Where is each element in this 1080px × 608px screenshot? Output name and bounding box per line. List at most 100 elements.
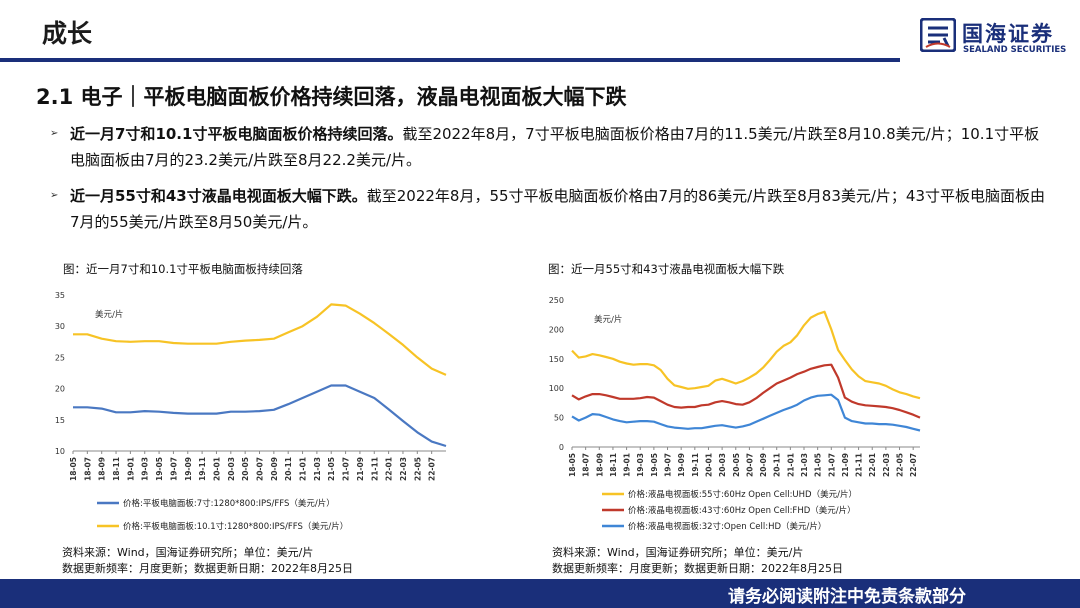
logo-english-text: SEALAND SECURITIES xyxy=(963,45,1067,55)
x-tick-label: 22-07 xyxy=(428,457,437,481)
x-tick-label: 22-03 xyxy=(882,453,891,477)
x-tick-label: 20-05 xyxy=(732,453,741,477)
x-tick-label: 20-09 xyxy=(759,453,768,477)
x-tick-label: 21-03 xyxy=(800,453,809,477)
x-tick-label: 21-11 xyxy=(370,457,379,481)
y-tick-label: 20 xyxy=(55,385,65,394)
y-tick-label: 150 xyxy=(549,355,564,364)
x-tick-label: 18-09 xyxy=(98,457,107,481)
x-tick-label: 22-05 xyxy=(896,453,905,477)
x-tick-label: 20-11 xyxy=(284,457,293,481)
x-tick-label: 19-03 xyxy=(141,457,150,481)
x-tick-label: 18-05 xyxy=(69,457,78,481)
x-tick-label: 20-07 xyxy=(745,453,754,477)
x-tick-label: 22-01 xyxy=(868,453,877,477)
bullet-arrow-icon: ➢ xyxy=(50,190,59,201)
legend-label-1: 价格:液晶电视面板:55寸:60Hz Open Cell:UHD（美元/片） xyxy=(628,489,857,500)
unit-label: 美元/片 xyxy=(95,309,123,320)
x-tick-label: 22-05 xyxy=(413,457,422,481)
page-title: 成长 xyxy=(42,19,93,48)
series-line-3 xyxy=(571,393,921,432)
logo-chinese-text: 国海证券 xyxy=(962,22,1054,46)
x-tick-label: 21-05 xyxy=(814,453,823,477)
y-tick-label: 15 xyxy=(55,416,65,425)
x-tick-label: 20-03 xyxy=(718,453,727,477)
footer-bar xyxy=(0,579,1080,608)
left-chart-caption: 图：近一月7寸和10.1寸平板电脑面板持续回落 xyxy=(63,262,303,276)
legend-label-2: 价格:液晶电视面板:43寸:60Hz Open Cell:FHD（美元/片） xyxy=(628,505,856,516)
tv-panel-price-chart: 0 50 100 150 200 250 18-05 18-07 18-09 18-11 19-01… xyxy=(549,296,921,532)
right-source-note: 资料来源：Wind，国海证券研究所；单位：美元/片 xyxy=(552,546,804,559)
header-divider xyxy=(0,58,900,62)
bullet-text: 近一月7寸和10.1寸平板电脑面板价格持续回落。截至2022年8月，7寸平板电脑… xyxy=(70,121,1045,173)
x-tick-label: 21-05 xyxy=(327,457,336,481)
bullet-arrow-icon: ➢ xyxy=(50,128,59,139)
unit-label: 美元/片 xyxy=(594,314,622,325)
bullet-bold-lead: 近一月7寸和10.1寸平板电脑面板价格持续回落。 xyxy=(70,125,403,143)
x-tick-label: 22-03 xyxy=(399,457,408,481)
x-tick-label: 21-03 xyxy=(313,457,322,481)
x-tick-label: 20-05 xyxy=(241,457,250,481)
bullet-bold-lead: 近一月55寸和43寸液晶电视面板大幅下跌。 xyxy=(70,187,367,205)
y-tick-label: 35 xyxy=(55,291,65,300)
x-tick-label: 18-11 xyxy=(609,453,618,477)
x-tick-label: 19-09 xyxy=(184,457,193,481)
series-line-1 xyxy=(571,310,921,400)
x-tick-label: 19-05 xyxy=(650,453,659,477)
right-update-note: 数据更新频率：月度更新；数据更新日期：2022年8月25日 xyxy=(552,562,843,575)
x-tick-label: 20-09 xyxy=(270,457,279,481)
x-tick-label: 19-01 xyxy=(623,453,632,477)
right-chart-caption: 图：近一月55寸和43寸液晶电视面板大幅下跌 xyxy=(548,262,785,276)
x-tick-label: 22-07 xyxy=(909,453,918,477)
x-tick-label: 21-07 xyxy=(342,457,351,481)
series-line-1 xyxy=(73,384,447,448)
x-tick-label: 19-11 xyxy=(198,457,207,481)
y-tick-label: 10 xyxy=(55,447,65,456)
x-tick-label: 19-07 xyxy=(169,457,178,481)
x-tick-label: 21-01 xyxy=(786,453,795,477)
y-tick-label: 0 xyxy=(559,443,564,452)
bullet-text: 近一月55寸和43寸液晶电视面板大幅下跌。截至2022年8月，55寸平板电脑面板… xyxy=(70,183,1045,235)
x-tick-label: 19-03 xyxy=(636,453,645,477)
y-tick-label: 25 xyxy=(55,353,65,362)
x-tick-label: 18-05 xyxy=(568,453,577,477)
legend-label-3: 价格:液晶电视面板:32寸:Open Cell:HD（美元/片） xyxy=(628,521,826,532)
x-tick-label: 21-09 xyxy=(356,457,365,481)
tablet-panel-price-chart: 10 15 20 25 30 35 18-05 18-07 18-09 18-11 19-01 19-… xyxy=(55,291,447,532)
series-line-2 xyxy=(73,303,447,376)
bullet-body: 截至2022年8月，55寸平板电脑面板价格由7月的86美元/片跌至8月83美元/… xyxy=(70,187,1046,231)
x-tick-label: 20-07 xyxy=(256,457,265,481)
bullet-body: 截至2022年8月，7寸平板电脑面板价格由7月的11.5美元/片跌至8月10.8… xyxy=(70,125,1040,169)
legend-label-1: 价格:平板电脑面板:7寸:1280*800:IPS/FFS（美元/片） xyxy=(123,498,335,509)
x-tick-label: 19-05 xyxy=(155,457,164,481)
x-tick-label: 20-01 xyxy=(212,457,221,481)
series-line-2 xyxy=(571,363,921,419)
x-tick-label: 19-07 xyxy=(664,453,673,477)
x-tick-label: 20-03 xyxy=(227,457,236,481)
x-tick-label: 18-09 xyxy=(595,453,604,477)
x-tick-label: 21-11 xyxy=(855,453,864,477)
y-tick-label: 200 xyxy=(549,325,564,334)
y-tick-label: 250 xyxy=(549,296,564,305)
x-tick-label: 21-09 xyxy=(841,453,850,477)
y-tick-label: 50 xyxy=(554,414,564,423)
y-tick-label: 100 xyxy=(549,384,564,393)
section-heading: 2.1 电子｜平板电脑面板价格持续回落，液晶电视面板大幅下跌 xyxy=(36,85,627,109)
x-tick-label: 20-11 xyxy=(773,453,782,477)
company-logo: 国海证券 SEALAND SECURITIES xyxy=(920,18,1070,58)
x-tick-label: 21-07 xyxy=(827,453,836,477)
y-tick-label: 30 xyxy=(55,322,65,331)
x-tick-label: 18-07 xyxy=(83,457,92,481)
left-update-note: 数据更新频率：月度更新；数据更新日期：2022年8月25日 xyxy=(62,562,353,575)
x-tick-label: 18-07 xyxy=(582,453,591,477)
x-tick-label: 19-09 xyxy=(677,453,686,477)
x-tick-label: 19-01 xyxy=(126,457,135,481)
left-source-note: 资料来源：Wind，国海证券研究所；单位：美元/片 xyxy=(62,546,314,559)
x-tick-label: 19-11 xyxy=(691,453,700,477)
x-tick-label: 22-01 xyxy=(385,457,394,481)
x-tick-label: 21-01 xyxy=(299,457,308,481)
sealand-logo-icon xyxy=(920,18,956,52)
footer-disclaimer: 请务必阅读附注中免责条款部分 xyxy=(728,587,966,607)
x-tick-label: 20-01 xyxy=(704,453,713,477)
legend-label-2: 价格:平板电脑面板:10.1寸:1280*800:IPS/FFS（美元/片） xyxy=(123,521,348,532)
